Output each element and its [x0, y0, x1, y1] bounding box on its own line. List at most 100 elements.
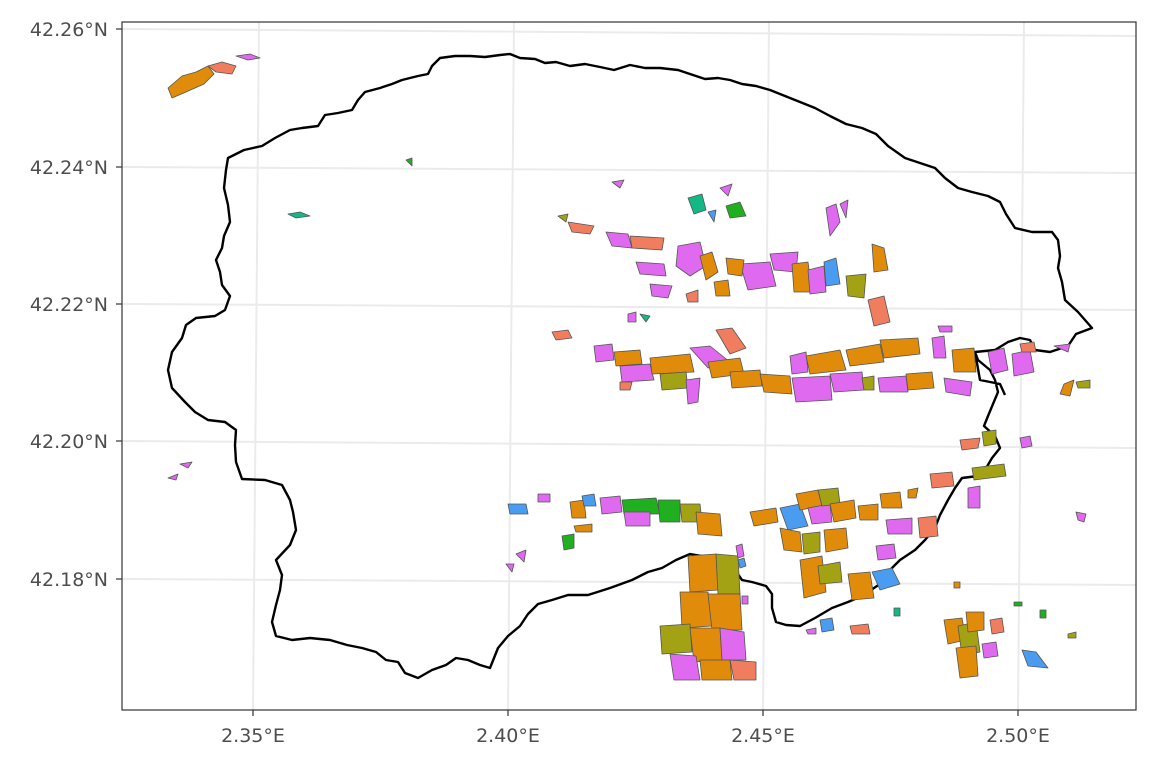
y-tick-label: 42.24°N	[30, 157, 108, 179]
parcel	[839, 199, 849, 219]
parcel	[741, 595, 749, 605]
parcel	[551, 329, 573, 341]
parcel	[619, 363, 655, 383]
parcel	[699, 659, 733, 681]
parcel	[685, 289, 699, 303]
x-tick-label: 2.45°E	[731, 725, 795, 747]
grid-line-lon-245	[762, 21, 770, 711]
parcel	[1011, 349, 1035, 377]
parcel	[537, 493, 551, 503]
parcel	[967, 485, 981, 509]
parcel	[779, 503, 809, 531]
parcel	[287, 211, 311, 219]
parcel	[657, 499, 681, 523]
parcel	[807, 503, 833, 525]
x-tick-label: 2.35°E	[221, 725, 285, 747]
parcels-layer	[167, 53, 1091, 681]
y-tick-label: 42.22°N	[30, 294, 108, 316]
parcel	[817, 561, 843, 585]
parcel	[725, 201, 747, 219]
parcel	[987, 347, 1009, 375]
parcel	[819, 617, 835, 633]
parcel	[675, 241, 707, 277]
y-axis-labels: 42.26°N 42.24°N 42.22°N 42.20°N 42.18°N	[30, 19, 108, 591]
parcel	[635, 261, 667, 277]
y-tick-label: 42.26°N	[30, 19, 108, 41]
parcel	[695, 511, 723, 537]
parcel	[807, 265, 827, 295]
parcel	[1019, 341, 1037, 353]
parcel	[885, 517, 913, 535]
parcel	[789, 351, 809, 375]
parcel	[829, 371, 865, 393]
parcel	[669, 653, 701, 681]
parcel	[893, 607, 901, 617]
parcel	[847, 571, 875, 601]
parcel	[937, 325, 953, 333]
parcel	[1039, 609, 1047, 619]
parcel	[207, 61, 237, 75]
grid-line-lat-4224	[121, 166, 1137, 174]
parcel	[567, 221, 595, 235]
parcel	[167, 473, 179, 481]
parcel	[779, 527, 803, 553]
parcel	[507, 503, 529, 515]
parcel	[823, 527, 849, 553]
parcel	[917, 515, 939, 539]
parcel	[823, 257, 841, 287]
parcel	[687, 193, 707, 215]
parcel	[569, 499, 587, 519]
parcel	[729, 659, 757, 681]
parcel	[825, 203, 841, 237]
grid-line-lat-4226	[121, 28, 1137, 37]
parcel	[713, 279, 731, 297]
parcel	[749, 507, 779, 527]
parcel	[965, 611, 985, 633]
parcel	[561, 533, 575, 551]
parcel	[879, 337, 921, 359]
parcel	[931, 335, 947, 359]
parcel	[715, 327, 747, 355]
parcel	[905, 371, 935, 391]
parcel	[599, 495, 623, 515]
parcel	[611, 179, 625, 189]
parcel	[707, 593, 743, 631]
parcel	[953, 581, 961, 589]
parcel	[649, 353, 695, 375]
parcel	[235, 53, 261, 61]
parcel	[805, 627, 817, 635]
parcel	[867, 295, 891, 327]
parcel	[557, 213, 569, 223]
parcel	[687, 553, 719, 593]
parcel	[719, 183, 733, 197]
parcel	[659, 371, 689, 391]
parcel	[879, 491, 903, 509]
parcel	[715, 553, 741, 595]
parcel	[1021, 649, 1049, 669]
parcel	[573, 523, 593, 533]
parcel	[729, 369, 763, 389]
parcel	[845, 273, 867, 299]
parcel	[877, 375, 909, 393]
parcel	[1013, 601, 1023, 607]
parcel	[167, 65, 215, 99]
parcel	[735, 543, 745, 559]
grid-line-lon-240	[507, 21, 515, 711]
parcel	[593, 343, 615, 363]
parcel	[875, 543, 897, 561]
parcel	[649, 283, 673, 299]
parcel	[857, 503, 879, 521]
parcel	[959, 437, 981, 451]
x-tick-label: 2.40°E	[476, 725, 540, 747]
x-tick-label: 2.50°E	[986, 725, 1050, 747]
parcel	[505, 563, 515, 573]
parcel	[737, 557, 747, 569]
y-tick-label: 42.20°N	[30, 431, 108, 453]
parcel	[829, 499, 857, 523]
parcel	[719, 627, 747, 661]
x-axis-labels: 2.35°E 2.40°E 2.45°E 2.50°E	[221, 725, 1050, 747]
parcel	[871, 243, 889, 273]
parcel	[623, 511, 651, 527]
y-tick-label: 42.18°N	[30, 569, 108, 591]
parcel	[955, 645, 979, 679]
